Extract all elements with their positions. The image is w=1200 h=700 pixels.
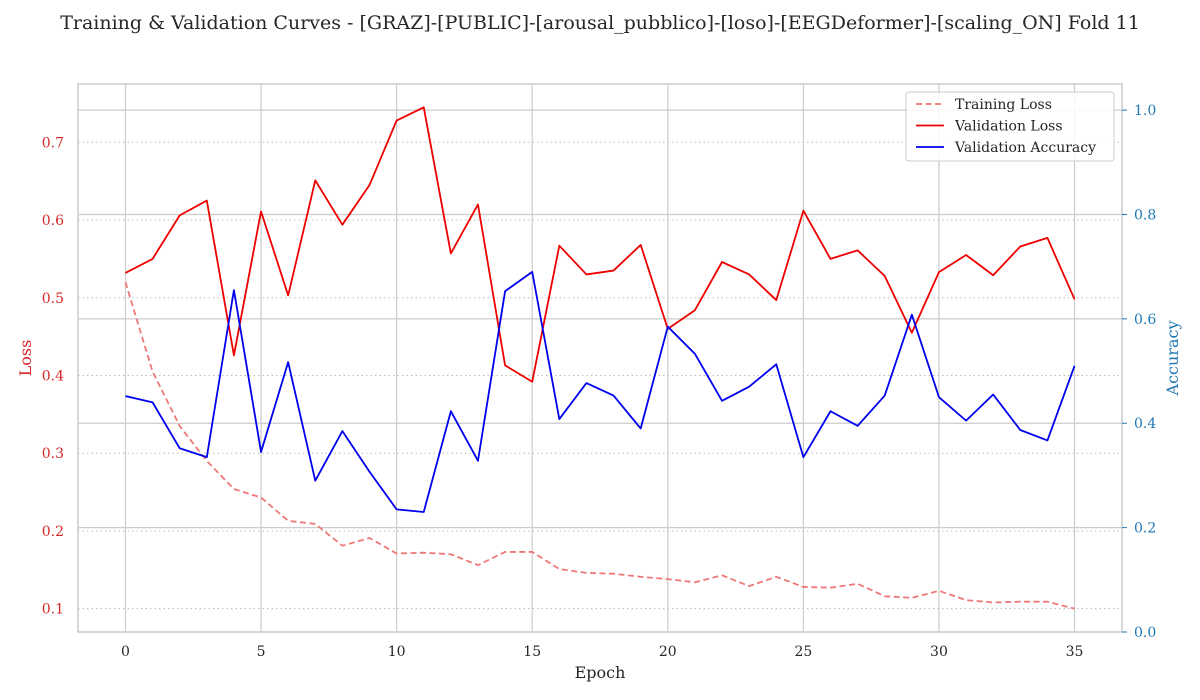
- legend-label: Training Loss: [955, 97, 1052, 113]
- y-right-axis-ticks: 0.0 0.2 0.4 0.6 0.8 1.0: [1122, 103, 1156, 641]
- y-right-tick-label: 0.0: [1134, 625, 1156, 641]
- y-left-tick-label: 0.4: [42, 368, 64, 384]
- series-line-training-loss: [124, 281, 1075, 610]
- x-tick-label: 30: [930, 644, 948, 660]
- y-left-tick-label: 0.2: [42, 524, 64, 540]
- y-right-tick-label: 0.6: [1134, 312, 1156, 328]
- series-line-validation-loss: [125, 106, 1076, 383]
- y-left-axis-label: Loss: [16, 340, 35, 377]
- y-right-axis-label: Accuracy: [1163, 321, 1182, 397]
- x-tick-label: 10: [388, 644, 406, 660]
- x-tick-label: 15: [523, 644, 541, 660]
- legend: Training Loss Validation Loss Validation A…: [905, 91, 1115, 162]
- x-axis-ticks: 0 5 10 15 20 25 30 35: [121, 644, 1083, 660]
- legend-label: Validation Loss: [954, 119, 1063, 135]
- plot-frame: [77, 83, 1123, 633]
- grid: [78, 84, 1122, 633]
- y-left-tick-label: 0.3: [42, 446, 64, 462]
- x-tick-label: 20: [659, 644, 677, 660]
- y-right-tick-label: 0.4: [1134, 416, 1156, 432]
- x-tick-label: 5: [257, 644, 266, 660]
- legend-label: Validation Accuracy: [954, 140, 1096, 156]
- x-tick-label: 0: [121, 644, 130, 660]
- series-line-validation-accuracy: [125, 270, 1076, 513]
- y-right-tick-label: 1.0: [1134, 103, 1156, 119]
- y-left-tick-label: 0.7: [42, 135, 64, 151]
- legend-box: [905, 91, 1115, 162]
- x-tick-label: 35: [1066, 644, 1084, 660]
- chart-title: Training & Validation Curves - [GRAZ]-[P…: [60, 12, 1140, 34]
- x-tick-label: 25: [794, 644, 812, 660]
- y-left-tick-label: 0.1: [42, 602, 64, 618]
- y-left-tick-label: 0.5: [42, 291, 64, 307]
- y-right-tick-label: 0.8: [1134, 207, 1156, 223]
- y-left-tick-label: 0.6: [42, 213, 64, 229]
- x-axis-label: Epoch: [575, 663, 626, 682]
- y-right-tick-label: 0.2: [1134, 521, 1156, 537]
- series-layer: [124, 106, 1076, 610]
- y-left-axis-ticks: 0.1 0.2 0.3 0.4 0.5 0.6 0.7: [42, 135, 64, 617]
